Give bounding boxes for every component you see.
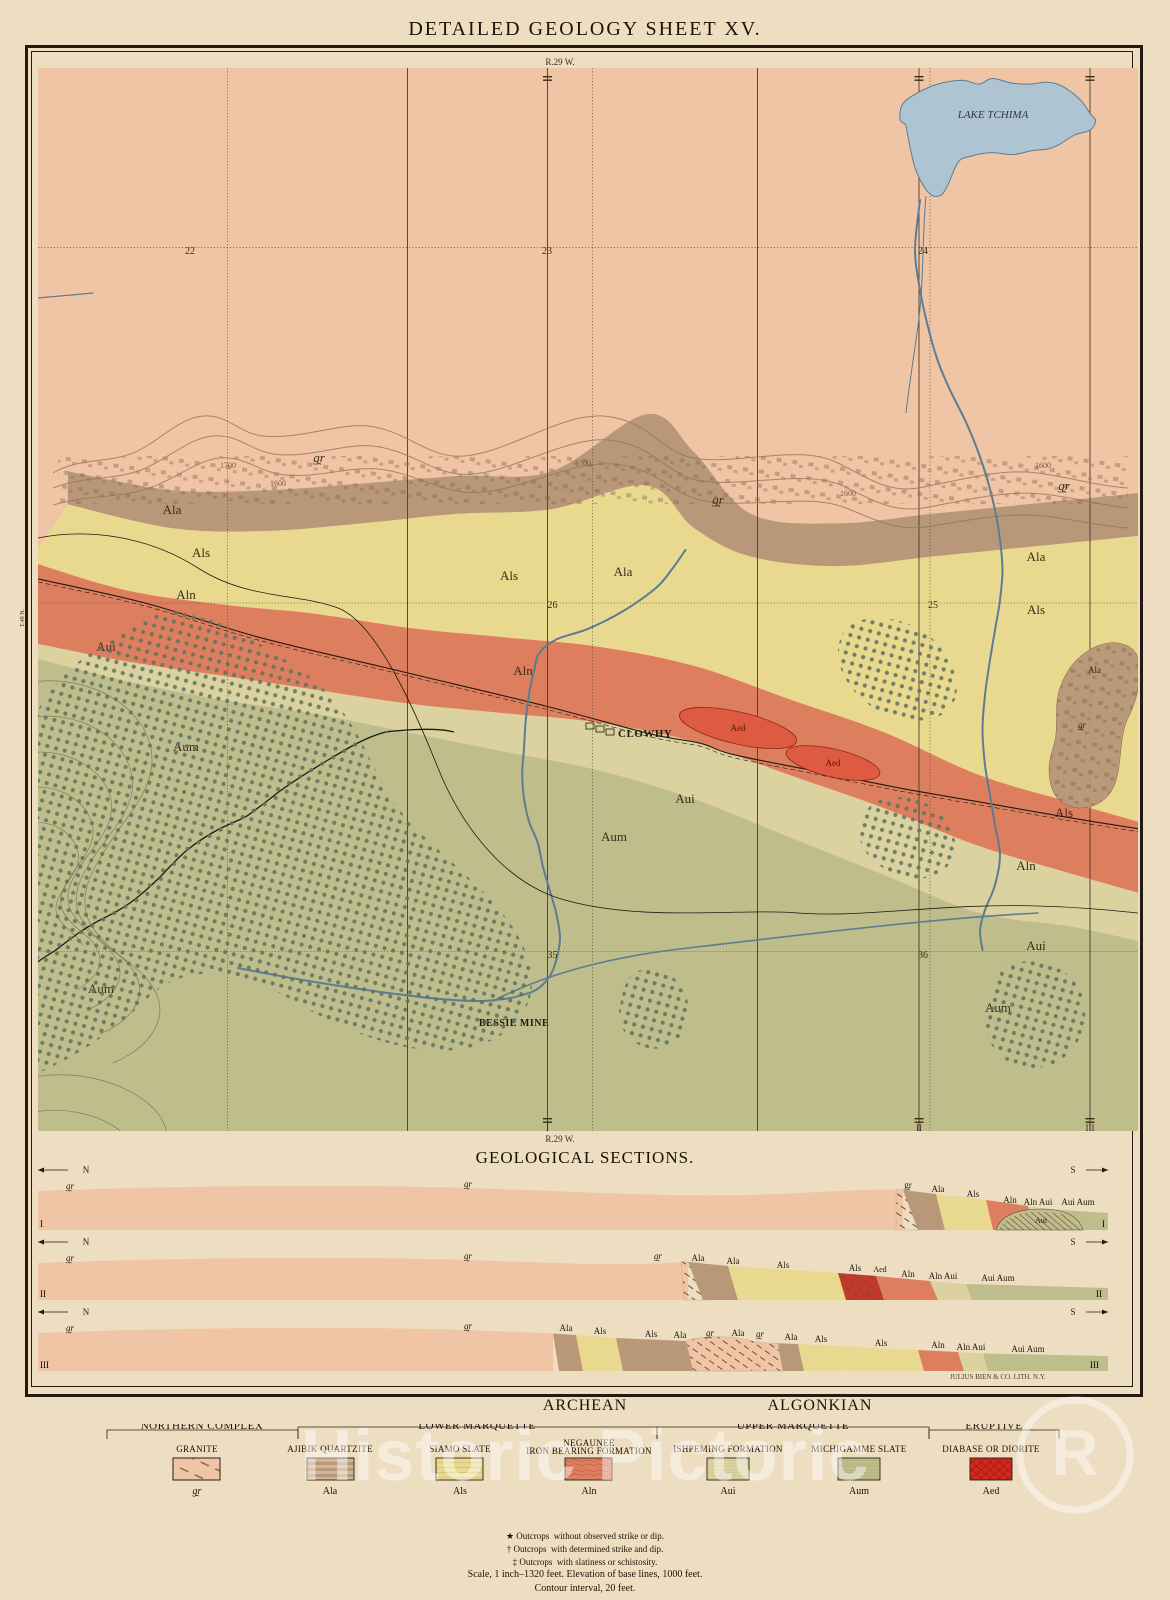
svg-text:R: R (1052, 1416, 1099, 1489)
svg-text:35: 35 (548, 950, 558, 961)
svg-text:LAKE TCHIMA: LAKE TCHIMA (957, 109, 1029, 121)
svg-text:Aed: Aed (826, 758, 841, 768)
svg-text:26: 26 (548, 600, 558, 611)
svg-text:g̯r: g̯r (756, 1329, 765, 1339)
svg-text:g̯r: g̯r (712, 492, 725, 507)
svg-text:g̯r: g̯r (464, 1321, 473, 1331)
svg-text:1700: 1700 (575, 459, 591, 468)
svg-text:N: N (83, 1237, 90, 1247)
svg-text:Ala: Ala (727, 1256, 740, 1266)
svg-text:Ala: Ala (674, 1330, 687, 1340)
svg-text:S: S (1070, 1165, 1075, 1175)
svg-text:g̯r: g̯r (464, 1179, 473, 1189)
svg-text:1700: 1700 (220, 461, 236, 470)
svg-text:Als: Als (875, 1338, 888, 1348)
svg-text:I: I (40, 1219, 43, 1229)
svg-text:II: II (916, 1123, 922, 1131)
svg-text:Aui: Aui (1026, 938, 1046, 953)
svg-text:Aed: Aed (873, 1265, 886, 1274)
svg-text:II: II (40, 1289, 46, 1299)
svg-text:S: S (1070, 1237, 1075, 1247)
svg-text:Aln: Aln (176, 587, 196, 602)
svg-text:g̯r: g̯r (904, 1180, 912, 1190)
svg-text:g̯r: g̯r (66, 1253, 75, 1263)
svg-text:Aln: Aln (931, 1340, 945, 1350)
svg-text:25: 25 (928, 600, 938, 611)
svg-text:1600: 1600 (270, 479, 286, 488)
svg-text:Ala: Ala (1027, 549, 1046, 564)
svg-text:g̯r: g̯r (464, 1251, 473, 1261)
svg-text:Aui: Aui (1035, 1216, 1048, 1225)
svg-text:Als: Als (967, 1189, 980, 1199)
svg-text:Aui: Aui (675, 791, 695, 806)
svg-text:Ala: Ala (560, 1323, 573, 1333)
svg-text:Ala: Ala (732, 1328, 745, 1338)
svg-text:III: III (1090, 1360, 1099, 1370)
svg-text:Als: Als (594, 1326, 607, 1336)
svg-text:Aln Aui: Aln Aui (957, 1342, 986, 1352)
svg-text:II: II (1096, 1289, 1102, 1299)
svg-text:23: 23 (542, 246, 552, 257)
svg-text:I: I (546, 1123, 549, 1131)
svg-text:g̯r: g̯r (706, 1328, 715, 1338)
svg-text:Ala: Ala (692, 1253, 705, 1263)
svg-text:Ala: Ala (1088, 665, 1101, 675)
svg-text:N: N (83, 1165, 90, 1175)
svg-text:III: III (40, 1360, 49, 1370)
svg-text:22: 22 (185, 246, 195, 257)
svg-text:Aln: Aln (1003, 1195, 1017, 1205)
svg-text:CLOWHY: CLOWHY (618, 728, 672, 740)
svg-text:Aln: Aln (901, 1269, 915, 1279)
svg-text:Als: Als (500, 568, 518, 583)
svg-text:g̯r: g̯r (654, 1251, 663, 1261)
svg-text:1600: 1600 (1035, 461, 1051, 470)
svg-text:S: S (1070, 1307, 1075, 1317)
svg-text:Aln Aui: Aln Aui (929, 1271, 958, 1281)
svg-text:Als: Als (849, 1263, 862, 1273)
svg-text:Als: Als (777, 1260, 790, 1270)
svg-text:Aum: Aum (601, 829, 627, 844)
svg-text:Ala: Ala (785, 1332, 798, 1342)
svg-text:g̯r: g̯r (66, 1181, 75, 1191)
svg-text:Aln: Aln (513, 663, 533, 678)
svg-text:1600: 1600 (840, 489, 856, 498)
svg-text:Ala: Ala (163, 502, 182, 517)
svg-text:g̯r: g̯r (1078, 720, 1087, 730)
svg-text:Ala: Ala (932, 1184, 945, 1194)
svg-text:Aui Aum: Aui Aum (1011, 1344, 1044, 1354)
svg-text:I: I (1102, 1219, 1105, 1229)
svg-text:Aed: Aed (731, 723, 746, 733)
svg-text:Aui Aum: Aui Aum (1061, 1197, 1094, 1207)
svg-text:Aln Aui: Aln Aui (1024, 1197, 1053, 1207)
svg-text:Ala: Ala (614, 564, 633, 579)
svg-text:g̯r: g̯r (1058, 478, 1071, 493)
svg-text:Als: Als (1027, 602, 1045, 617)
svg-text:Als: Als (815, 1334, 828, 1344)
svg-text:36: 36 (918, 950, 928, 961)
svg-text:g̯r: g̯r (313, 450, 326, 465)
svg-text:24: 24 (918, 246, 928, 257)
svg-text:g̯r: g̯r (66, 1323, 75, 1333)
svg-text:Als: Als (192, 545, 210, 560)
svg-text:III: III (1086, 1123, 1095, 1131)
svg-text:Aln: Aln (1016, 858, 1036, 873)
svg-text:N: N (83, 1307, 90, 1317)
svg-text:Als: Als (645, 1329, 658, 1339)
svg-text:Aui Aum: Aui Aum (981, 1273, 1014, 1283)
